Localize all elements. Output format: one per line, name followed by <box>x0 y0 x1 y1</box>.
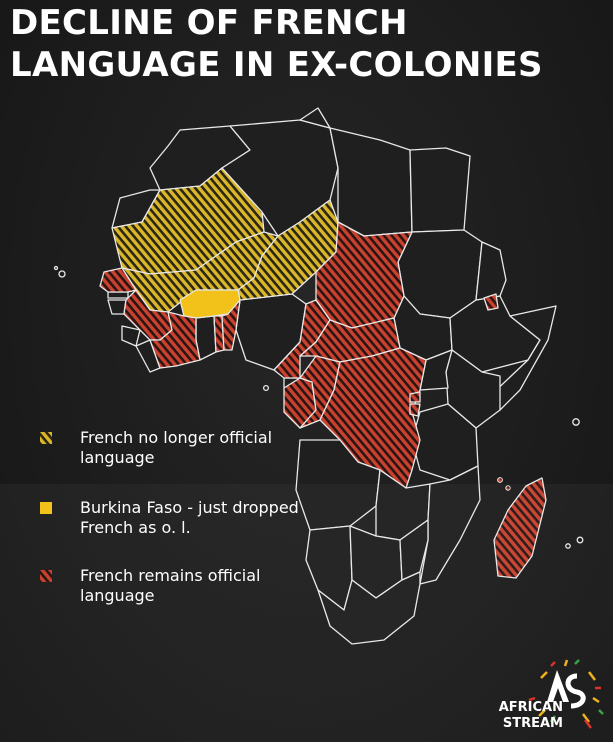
senegal-region <box>99 267 137 293</box>
burundi-region <box>409 403 421 417</box>
guinea-bissau-region <box>107 299 127 315</box>
legend-label-remains: French remains official language <box>80 566 261 605</box>
seychelles-island <box>572 418 580 426</box>
comoros-island-1 <box>497 477 503 483</box>
legend-item-remains: French remains official language <box>40 566 300 606</box>
legend-label-burkina: Burkina Faso - just dropped French as o.… <box>80 498 299 537</box>
rwanda-region <box>409 391 421 403</box>
page-title: DECLINE OF FRENCH LANGUAGE IN EX-COLONIE… <box>10 2 543 86</box>
african-stream-logo <box>528 659 604 729</box>
sao-tome-island <box>262 384 270 392</box>
logo-line-1: AFRICAN <box>498 700 563 715</box>
comoros-island-2 <box>505 485 511 491</box>
niger-region <box>237 199 339 301</box>
legend-swatch-yellow-hatch <box>40 432 52 444</box>
benin-region <box>221 299 241 351</box>
logo-s-mark <box>565 673 586 709</box>
libya-region <box>329 127 413 237</box>
reunion-island <box>576 536 584 544</box>
logo-line-2: STREAM <box>502 716 563 731</box>
logo-accent-yellow <box>538 659 600 723</box>
egypt-region <box>409 147 471 233</box>
eritrea-region <box>475 241 507 301</box>
logo-a-mark <box>547 670 569 702</box>
south-africa-region <box>317 571 421 645</box>
legend-swatch-solid-yellow <box>40 502 52 514</box>
sierra-leone-region <box>121 325 141 347</box>
logo-wordmark: AFRICAN STREAM <box>499 700 563 732</box>
cape-verde-island-1 <box>58 270 66 278</box>
madagascar-region <box>493 477 547 579</box>
title-line-1: DECLINE OF FRENCH <box>10 3 408 43</box>
mauritius-island <box>565 543 571 549</box>
logo-accent-red <box>528 661 601 729</box>
legend-swatch-red-hatch <box>40 570 52 582</box>
cape-verde-island-2 <box>53 265 59 271</box>
legend-item-burkina: Burkina Faso - just dropped French as o.… <box>40 498 300 538</box>
gambia-region <box>107 291 129 299</box>
tunisia-region <box>299 107 331 129</box>
mozambique-region <box>419 465 481 585</box>
dr-congo-region <box>319 347 427 489</box>
zimbabwe-region <box>399 519 429 581</box>
title-line-2: LANGUAGE IN EX-COLONIES <box>10 45 543 85</box>
djibouti-region <box>483 293 499 311</box>
legend-item-no-longer: French no longer official language <box>40 428 300 468</box>
cote-d-ivoire-region <box>149 311 201 369</box>
logo-accent-green <box>549 659 604 723</box>
legend-label-no-longer: French no longer official language <box>80 428 273 467</box>
